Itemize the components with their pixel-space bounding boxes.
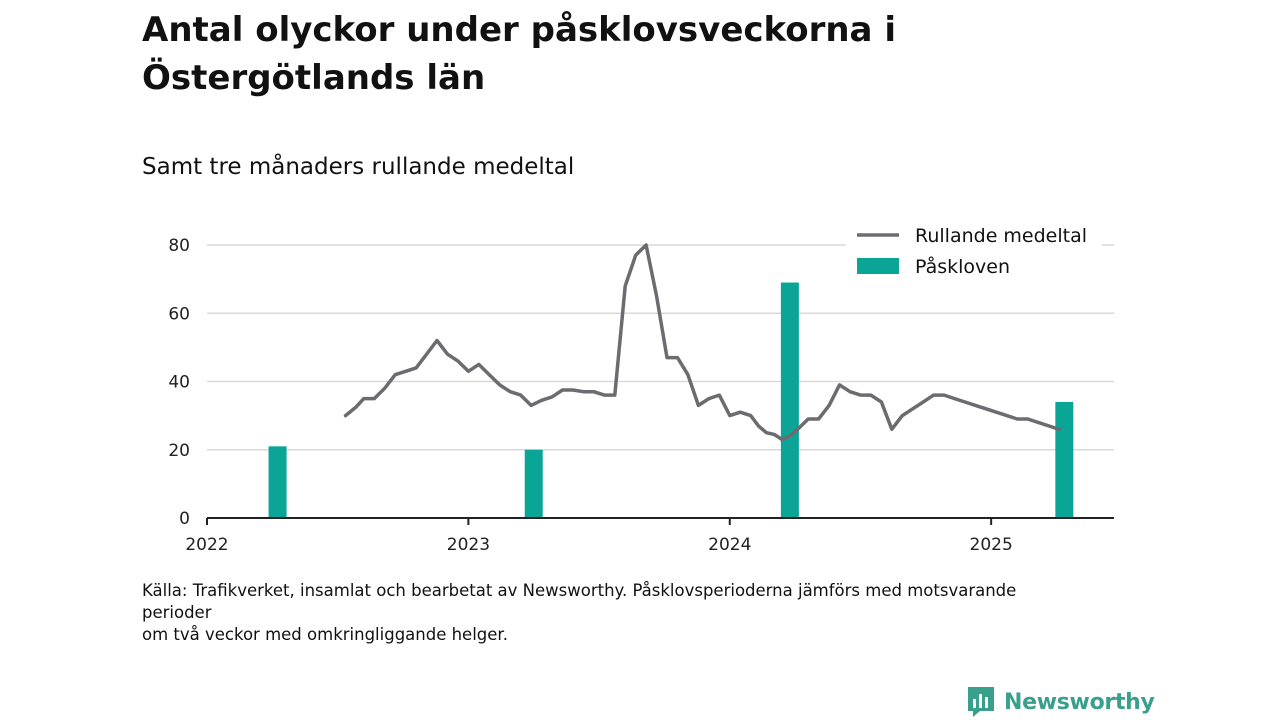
source-note: Källa: Trafikverket, insamlat och bearbe…	[142, 580, 1072, 646]
bar-layer	[268, 282, 1074, 518]
legend-label-rullande-medeltal: Rullande medeltal	[915, 225, 1087, 247]
newsworthy-logo: Newsworthy	[966, 684, 1155, 720]
x-tick-label-2024: 2024	[708, 535, 751, 555]
source-line-1: Källa: Trafikverket, insamlat och bearbe…	[142, 581, 1017, 622]
legend-bar-swatch	[857, 258, 899, 274]
x-tick-label-2022: 2022	[185, 535, 228, 555]
line-layer	[343, 243, 1061, 442]
legend-label-paskloven: Påskloven	[915, 255, 1010, 278]
x-tick-label-2025: 2025	[970, 535, 1013, 555]
y-tick-label-40: 40	[168, 373, 190, 393]
y-tick-label-60: 60	[168, 304, 190, 324]
newsworthy-logo-icon	[968, 687, 994, 717]
line-rullande-medeltal	[343, 243, 1061, 442]
axis-layer: 0 20 40 60 80 2022 2023 2024 2025	[168, 236, 1114, 555]
legend: Rullande medeltal Påskloven	[846, 223, 1102, 285]
bar-paskloven-2	[780, 282, 799, 518]
bar-paskloven-0	[268, 446, 287, 518]
chart-subtitle: Samt tre månaders rullande medeltal	[142, 154, 575, 180]
source-line-2: om två veckor med omkringliggande helger…	[142, 625, 508, 644]
logo-text: Newsworthy	[1004, 689, 1155, 715]
bar-paskloven-3	[1055, 401, 1074, 518]
y-tick-label-80: 80	[168, 236, 190, 256]
x-tick-label-2023: 2023	[447, 535, 490, 555]
y-tick-label-0: 0	[179, 509, 190, 529]
y-tick-label-20: 20	[168, 441, 190, 461]
chart-title: Antal olyckor under påsklovsveckorna i Ö…	[142, 10, 896, 98]
bar-paskloven-1	[524, 449, 543, 518]
